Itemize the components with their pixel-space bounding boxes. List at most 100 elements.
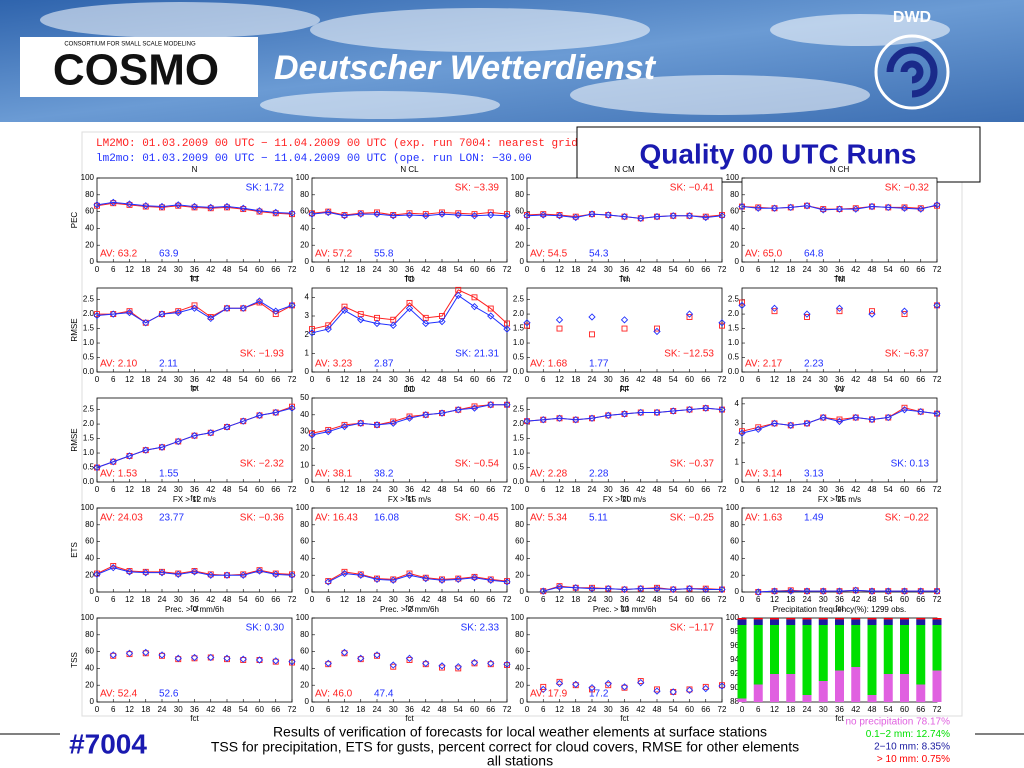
marker <box>438 317 446 326</box>
bar-segment <box>883 618 893 620</box>
marker <box>718 585 726 594</box>
marker <box>373 210 381 218</box>
x-tick-label: 18 <box>571 485 580 494</box>
marker <box>487 401 495 409</box>
y-tick-label: 80 <box>85 630 94 639</box>
y-tick-label: 100 <box>296 613 310 622</box>
marker <box>389 212 397 220</box>
marker <box>190 568 199 576</box>
y-tick-label: 3 <box>305 311 310 320</box>
legend-entry: 0.1−2 mm: 12.74% <box>866 729 950 740</box>
x-tick-label: 48 <box>868 485 877 494</box>
panel-title: DD <box>404 385 416 394</box>
marker <box>852 205 860 213</box>
x-tick-label: 12 <box>770 265 779 274</box>
marker <box>555 679 564 688</box>
marker <box>933 587 941 595</box>
bar-segment <box>818 619 828 625</box>
y-tick-label: 0 <box>520 587 525 596</box>
marker <box>803 419 811 428</box>
dwd-label: DWD <box>893 9 931 26</box>
marker <box>503 212 511 220</box>
x-tick-label: 42 <box>206 595 215 604</box>
bar-segment <box>786 618 796 620</box>
x-tick-label: 48 <box>223 595 232 604</box>
bar-segment <box>916 619 926 625</box>
x-tick-label: 18 <box>571 265 580 274</box>
y-tick-label: 60 <box>85 207 94 216</box>
marker <box>272 208 280 217</box>
x-tick-label: 36 <box>190 265 199 274</box>
x-tick-label: 66 <box>916 375 925 384</box>
x-tick-label: 0 <box>740 705 745 714</box>
sk-score: SK: −0.25 <box>670 513 715 524</box>
bar-segment <box>770 618 779 620</box>
x-tick-label: 24 <box>803 265 812 274</box>
panel-title: Precipitation frequency(%): 1299 obs. <box>773 605 906 614</box>
x-tick-label: 6 <box>756 265 761 274</box>
marker <box>620 213 629 221</box>
marker <box>868 415 876 424</box>
x-tick-label: 54 <box>669 265 678 274</box>
x-tick-label: 72 <box>288 375 297 384</box>
bar-segment <box>802 695 812 702</box>
y-tick-label: 2 <box>735 438 740 447</box>
x-tick-label: 0 <box>95 595 100 604</box>
x-tick-label: 6 <box>111 485 116 494</box>
x-tick-label: 36 <box>190 375 199 384</box>
marker <box>341 568 348 575</box>
marker <box>406 413 413 420</box>
marker <box>702 404 710 412</box>
av-ope: 54.3 <box>589 249 609 260</box>
x-tick-label: 0 <box>95 375 100 384</box>
bar-segment <box>770 674 779 702</box>
x-tick-label: 24 <box>158 485 167 494</box>
marker <box>804 314 810 320</box>
marker <box>917 587 925 595</box>
marker <box>174 308 182 317</box>
y-tick-label: 0.5 <box>83 463 95 472</box>
bar-segment <box>835 618 844 620</box>
marker <box>405 571 414 579</box>
legend-entry: > 10 mm: 0.75% <box>877 754 950 765</box>
x-tick-label: 42 <box>851 705 860 714</box>
y-tick-label: 40 <box>85 224 94 233</box>
marker <box>803 202 811 210</box>
marker <box>422 411 430 419</box>
y-tick-label: 0.0 <box>83 367 95 376</box>
marker <box>504 211 510 218</box>
sk-score: SK: 21.31 <box>455 349 499 360</box>
panel-title: FX > 25 m/s <box>818 495 861 504</box>
y-axis-label: ETS <box>70 542 79 558</box>
plot-frame <box>741 177 938 263</box>
y-tick-label: 94 <box>730 655 739 664</box>
marker <box>555 583 564 591</box>
marker <box>523 417 531 425</box>
marker <box>738 301 746 310</box>
marker <box>654 325 660 332</box>
av-exp: AV: 63.2 <box>100 249 138 260</box>
series-line <box>96 201 293 214</box>
av-exp: AV: 2.28 <box>530 469 568 480</box>
x-tick-label: 18 <box>141 595 150 604</box>
plot-frame <box>526 617 723 703</box>
y-tick-label: 0.5 <box>83 353 95 362</box>
x-tick-label: 66 <box>271 705 280 714</box>
marker <box>620 585 629 594</box>
x-tick-label: 18 <box>356 375 365 384</box>
x-tick-label: 24 <box>158 375 167 384</box>
x-tick-label: 60 <box>255 595 264 604</box>
marker <box>933 409 941 418</box>
marker <box>142 202 150 210</box>
marker <box>819 413 827 422</box>
y-tick-label: 60 <box>730 537 739 546</box>
marker <box>933 201 941 209</box>
x-tick-label: 30 <box>819 705 828 714</box>
y-axis-label: RMSE <box>70 318 79 341</box>
bar-segment <box>851 618 861 620</box>
y-tick-label: 0 <box>735 257 740 266</box>
sk-score: SK: 0.30 <box>246 623 285 634</box>
y-tick-label: 0 <box>90 257 95 266</box>
panel-title: FX > 15 m/s <box>388 495 431 504</box>
x-tick-label: 54 <box>454 485 463 494</box>
